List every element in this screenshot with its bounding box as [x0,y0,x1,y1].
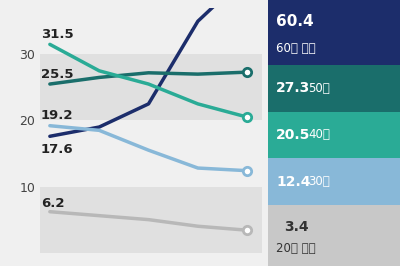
Text: 17.6: 17.6 [41,143,74,156]
Bar [40,120,262,186]
Text: 31.5: 31.5 [41,28,74,41]
Text: 60대 이상: 60대 이상 [276,42,316,55]
Text: 60.4: 60.4 [276,14,314,30]
Bar [40,186,262,253]
Text: 19.2: 19.2 [41,109,74,122]
Text: 30대: 30대 [308,175,330,188]
Text: 25.5: 25.5 [41,68,74,81]
Bar [40,54,262,120]
Text: 40대: 40대 [308,128,330,142]
Text: 20대 이하: 20대 이하 [276,242,316,255]
Bar [40,8,262,54]
Text: 3.4: 3.4 [284,221,309,234]
Text: 50대: 50대 [308,82,330,95]
Text: 12.4: 12.4 [276,174,310,189]
Text: 27.3: 27.3 [276,81,310,95]
Text: 20.5: 20.5 [276,128,310,142]
Text: 6.2: 6.2 [41,197,64,210]
